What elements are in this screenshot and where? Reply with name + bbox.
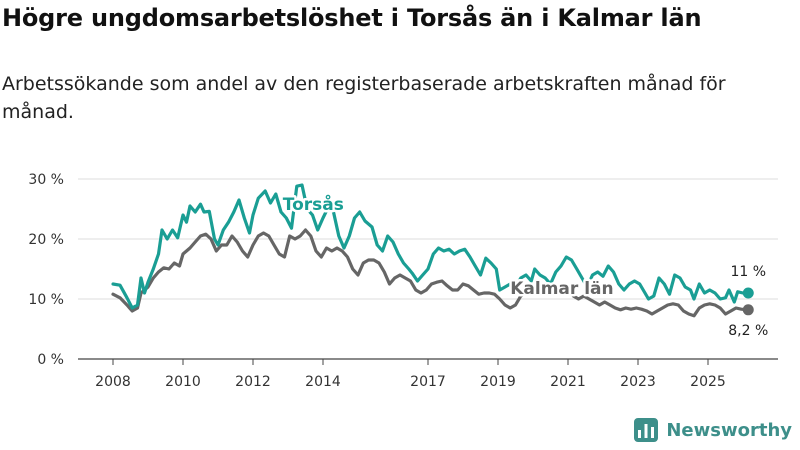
x-tick-label: 2019 [480,374,516,390]
series-line-torsas [111,183,750,310]
x-tick-label: 2023 [620,374,656,390]
y-tick-label: 0 % [37,352,64,368]
brand-logo: Newsworthy [634,418,792,442]
y-tick-label: 20 % [28,232,64,248]
series-line-kalmar-lan [111,228,750,318]
page-title: Högre ungdomsarbetslöshet i Torsås än i … [2,4,702,32]
series-label-torsas: Torsås [283,193,344,215]
bar-chart-icon [634,418,659,442]
x-axis-ticks: 2008 2010 2012 2014 2017 2019 2021 2023 2025 [95,359,726,390]
y-axis-ticks: 0 % 10 % 20 % 30 % [28,172,64,368]
page-subtitle: Arbetssökande som andel av den registerb… [2,73,726,123]
x-tick-label: 2025 [690,374,726,390]
x-tick-label: 2021 [550,374,586,390]
x-tick-label: 2017 [410,374,446,390]
series-lines [111,183,754,318]
end-value-label-torsas: 11 % [730,264,766,280]
series-label-kalmar-lan: Kalmar län [510,279,613,299]
x-tick-label: 2012 [235,374,271,390]
y-tick-label: 30 % [28,172,64,188]
x-tick-label: 2010 [165,374,201,390]
brand-name: Newsworthy [666,419,792,441]
end-point-torsas [742,287,754,299]
end-point-kalmar-lan [742,304,754,316]
series-labels: Torsås 11 % Kalmar län 8,2 % [280,191,768,339]
end-value-label-kalmar-lan: 8,2 % [728,323,768,339]
x-tick-label: 2008 [95,374,131,390]
y-tick-label: 10 % [28,292,64,308]
x-tick-label: 2014 [305,374,341,390]
